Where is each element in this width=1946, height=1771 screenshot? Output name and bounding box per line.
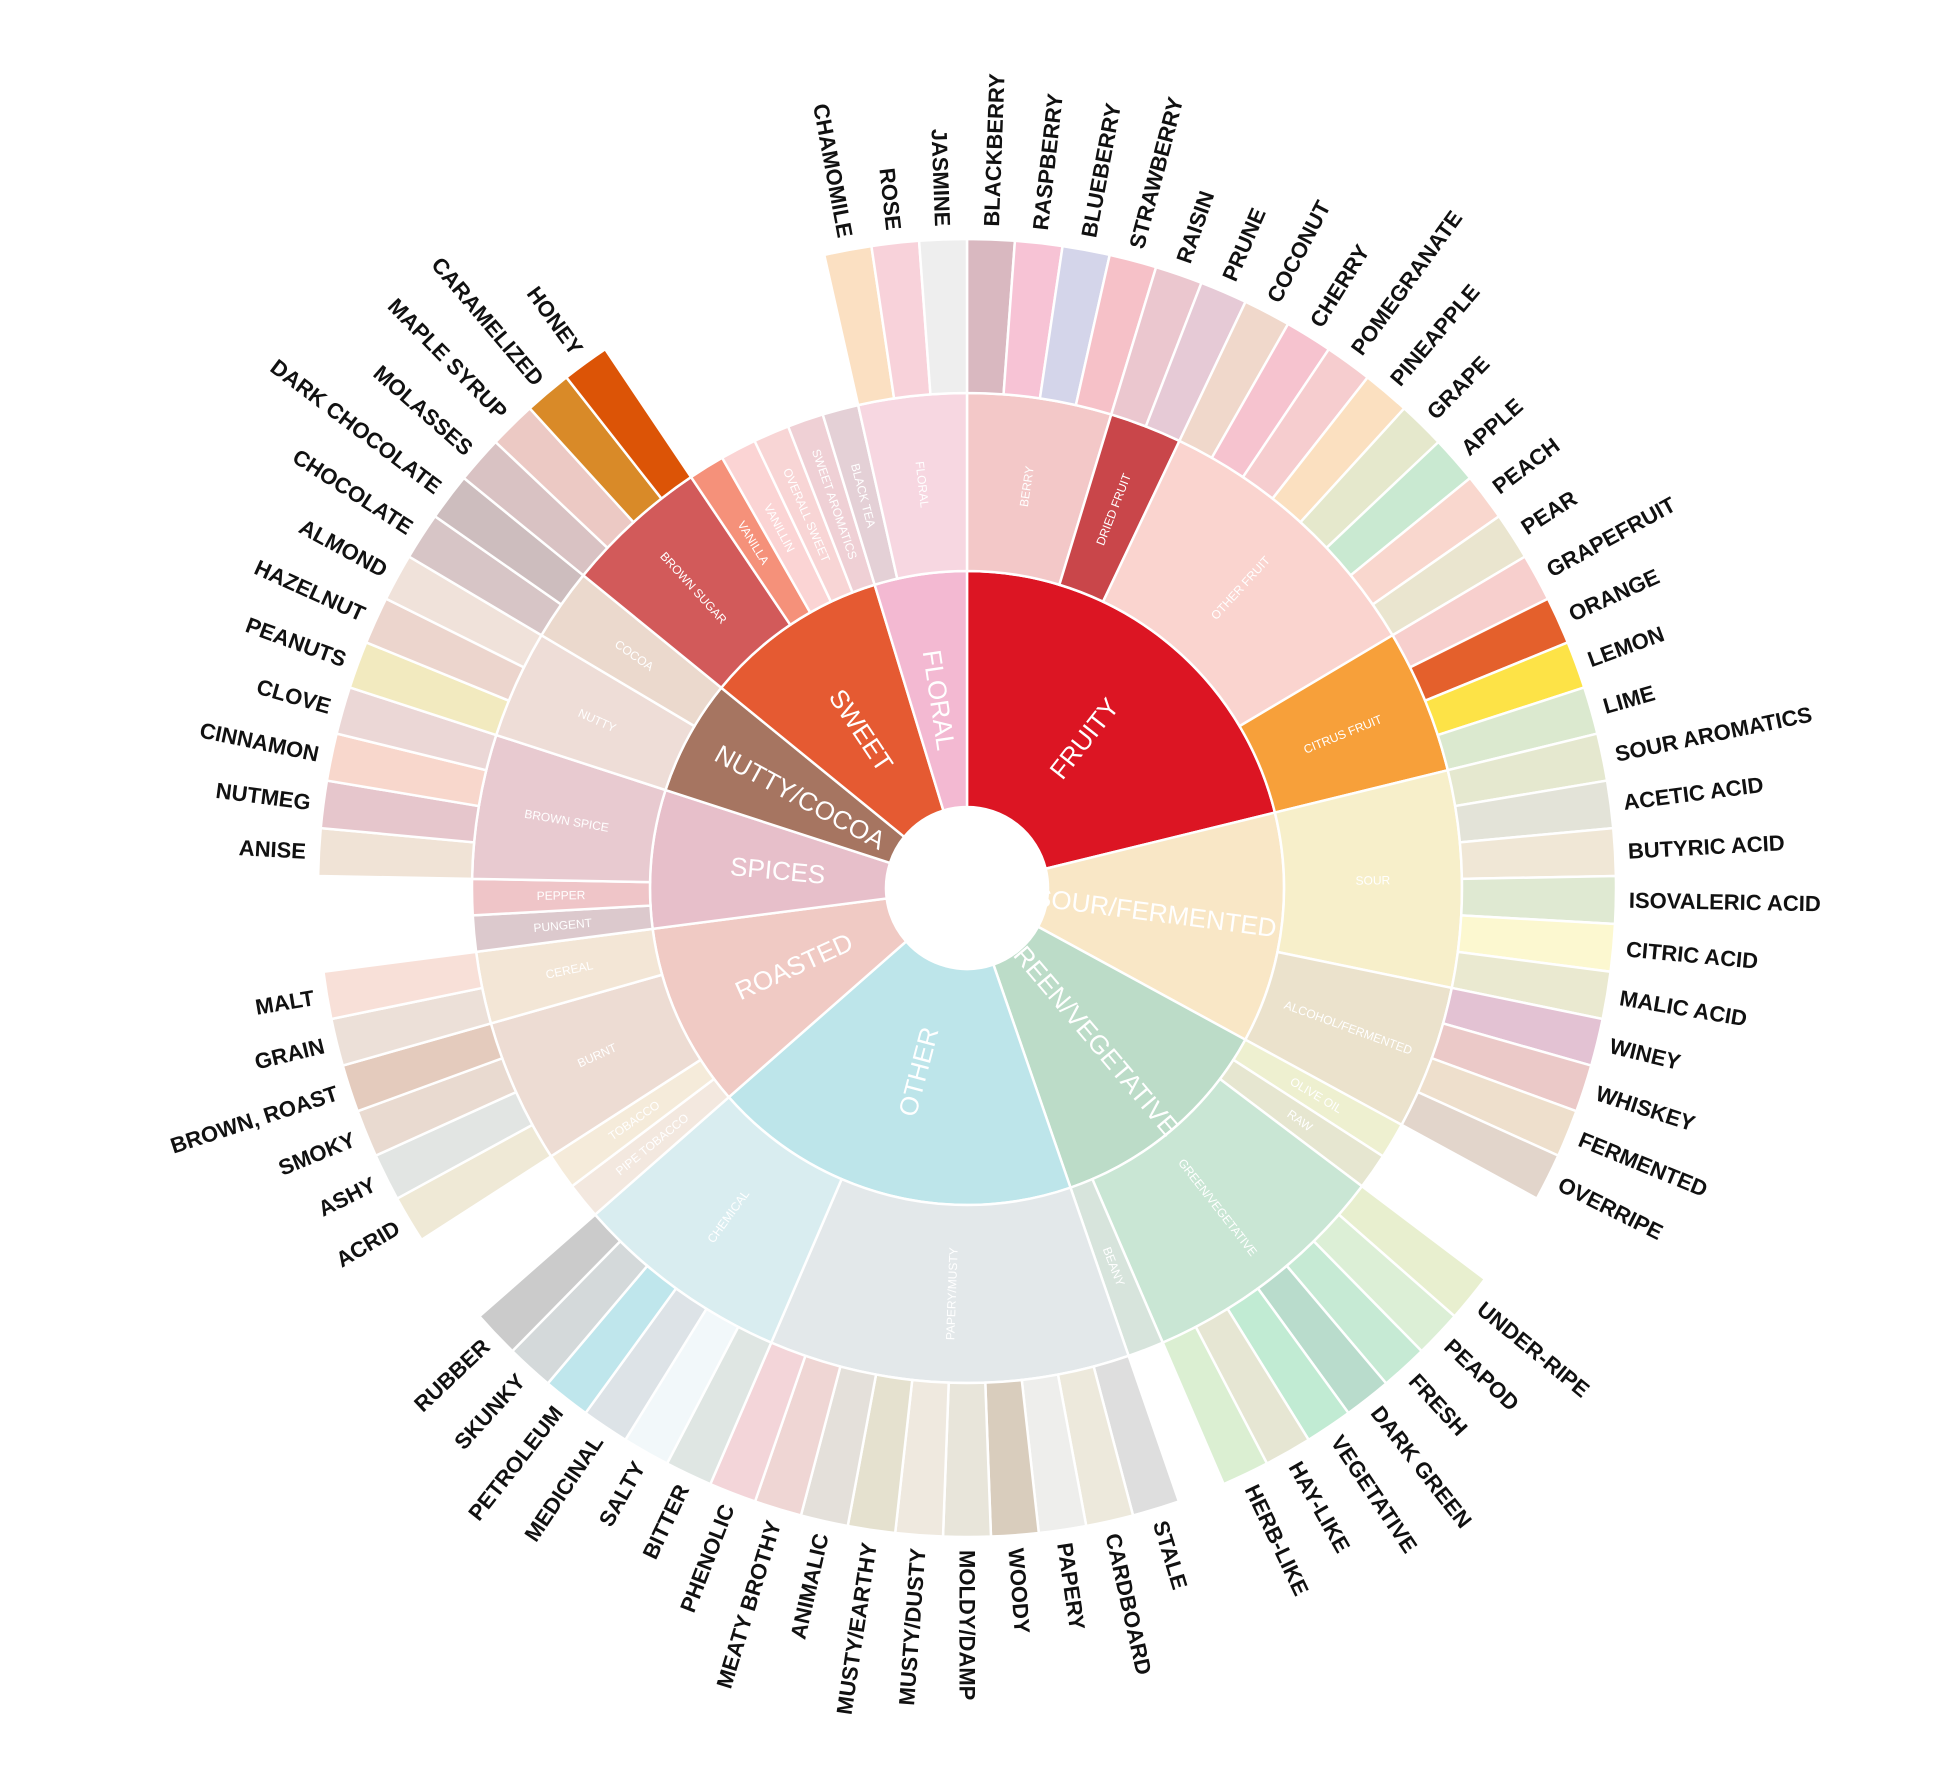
subcategory-label: BERRY bbox=[1017, 465, 1037, 508]
flavor-segment bbox=[941, 1381, 993, 1539]
flavor-label: ANISE bbox=[238, 835, 307, 864]
flavor-label: BLACKBERRY bbox=[979, 73, 1010, 227]
subcategory-label: PAPERY/MUSTY bbox=[943, 1247, 960, 1340]
subcategory-label: PEPPER bbox=[537, 888, 586, 903]
subcategory-label: FLORAL bbox=[913, 461, 932, 509]
subcategory-label: PUNGENT bbox=[533, 916, 593, 935]
flavor-label: MOLDY/DAMP bbox=[955, 1550, 980, 1700]
flavor-label: ISOVALERIC ACID bbox=[1629, 888, 1821, 917]
flavor-label: JASMINE bbox=[926, 128, 955, 227]
subcategory-label: SOUR bbox=[1355, 873, 1390, 888]
flavor-segment bbox=[917, 237, 969, 396]
